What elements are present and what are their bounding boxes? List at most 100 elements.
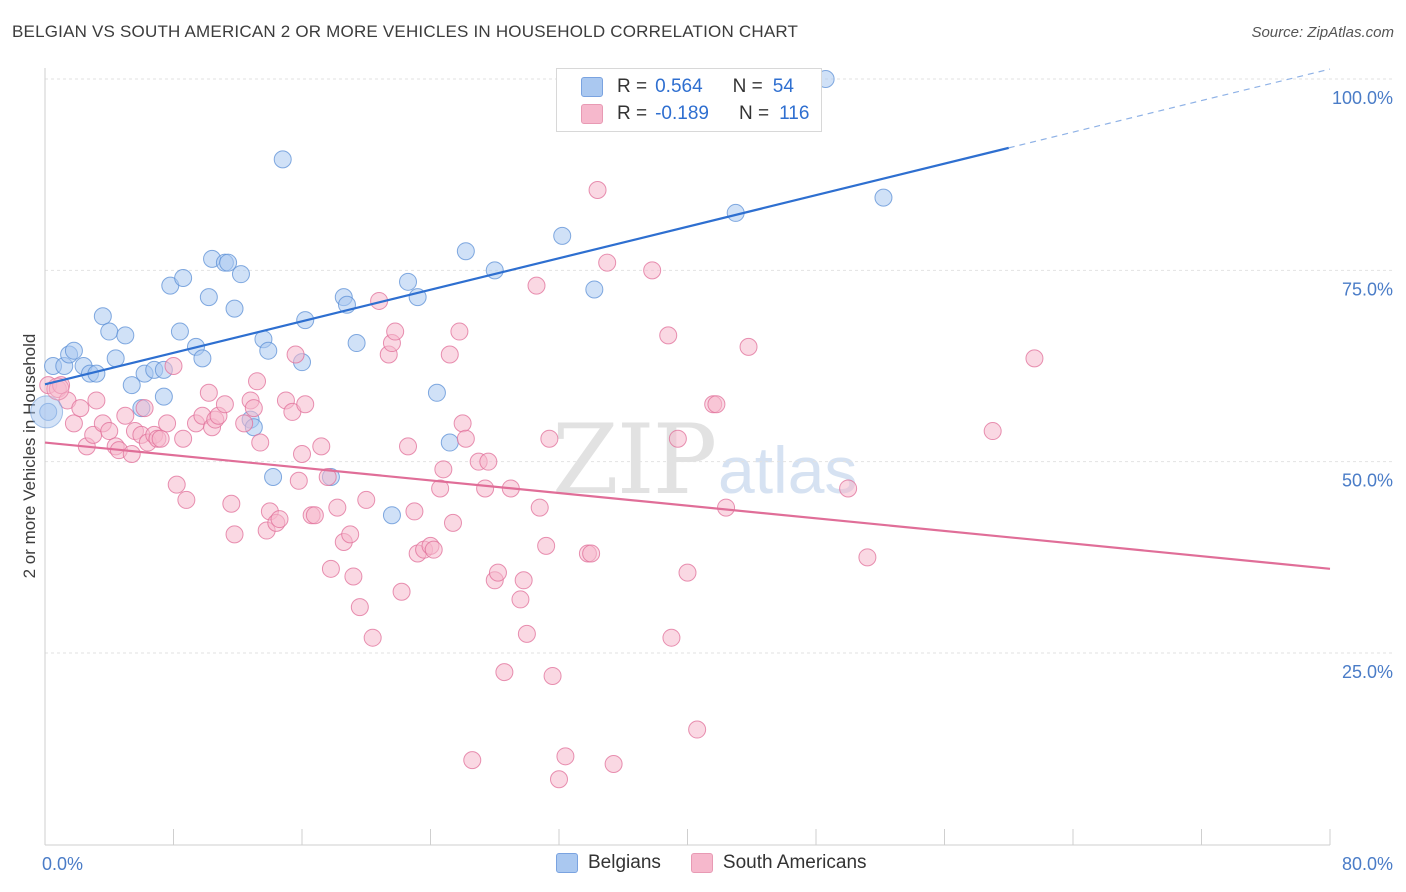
watermark-atlas: atlas <box>718 433 858 507</box>
legend-n-label: N = <box>732 76 763 97</box>
legend-r-label: R = <box>617 103 648 124</box>
belgian-point <box>116 326 135 345</box>
south-american-point <box>527 276 546 295</box>
south-american-point <box>87 391 106 410</box>
south-american-point <box>550 770 568 789</box>
south-american-point <box>431 479 450 498</box>
x-tick-label-max: 80.0% <box>1342 854 1393 874</box>
belgian-point <box>347 334 366 353</box>
south-american-point <box>443 513 462 532</box>
south-american-point <box>174 429 193 448</box>
south-american-point <box>476 479 495 498</box>
south-american-point <box>286 345 305 364</box>
belgian-point <box>585 280 604 299</box>
correlation-legend: R = 0.564 N = 54 R = -0.189 N = 116 <box>556 68 822 132</box>
belgian-point <box>399 272 418 291</box>
south-american-point <box>450 322 469 341</box>
south-american-point <box>479 452 498 471</box>
series-legend: Belgians South Americans <box>556 852 897 874</box>
south-american-point <box>122 445 141 464</box>
south-american-point <box>251 433 270 452</box>
south-american-point <box>643 261 662 280</box>
y-tick-label: 75.0% <box>1342 279 1393 299</box>
south-american-point <box>222 494 241 513</box>
south-american-point <box>424 540 443 559</box>
south-american-point <box>517 624 536 643</box>
south-american-point <box>540 429 559 448</box>
south-american-point <box>434 460 453 479</box>
belgian-point <box>154 387 173 406</box>
south-american-point <box>151 429 170 448</box>
belgian-point <box>93 307 112 326</box>
legend-n-value: 54 <box>772 76 794 97</box>
south-american-point <box>289 471 308 490</box>
south-american-point <box>318 467 337 486</box>
south-american-point <box>158 414 177 433</box>
south-american-point <box>215 395 234 414</box>
south-american-point <box>344 567 363 586</box>
belgian-point <box>106 349 125 368</box>
south-american-point <box>514 571 533 590</box>
legend-n-label: N = <box>738 103 770 124</box>
belgian-point <box>199 288 218 307</box>
south-american-point <box>582 544 601 563</box>
south-american-point <box>453 414 472 433</box>
chart-title: BELGIAN VS SOUTH AMERICAN 2 OR MORE VEHI… <box>12 22 799 41</box>
belgian-point <box>273 150 292 169</box>
south-american-point <box>328 498 347 517</box>
south-american-point <box>199 383 218 402</box>
south-american-point <box>707 395 726 414</box>
belgian-trend-line-extension <box>1008 68 1331 149</box>
south-american-point <box>135 399 154 418</box>
south-american-point <box>71 399 90 418</box>
south-american-point <box>537 536 556 555</box>
legend-label-belgians: Belgians <box>588 852 661 873</box>
belgian-point <box>456 242 475 261</box>
y-tick-label: 50.0% <box>1342 471 1393 491</box>
legend-item-south-americans[interactable]: South Americans <box>690 852 867 874</box>
south-american-point <box>386 322 405 341</box>
legend-r-label: R = <box>617 76 648 97</box>
south-american-point <box>363 628 382 647</box>
south-american-point <box>598 253 617 272</box>
south-american-point <box>244 399 263 418</box>
legend-row-belgians: R = 0.564 N = 54 <box>581 73 794 101</box>
belgian-point <box>427 383 446 402</box>
south-american-point <box>688 720 707 739</box>
belgian-point <box>874 188 893 207</box>
legend-swatch-south-americans <box>690 853 713 873</box>
legend-label-south-americans: South Americans <box>722 852 867 873</box>
legend-r-value: 0.564 <box>655 76 703 97</box>
south-american-point <box>1025 349 1044 368</box>
belgian-point-large <box>30 395 64 429</box>
legend-item-belgians[interactable]: Belgians <box>556 852 661 874</box>
south-american-point <box>305 506 324 525</box>
legend-r-value: -0.189 <box>655 103 709 124</box>
south-american-point <box>659 326 678 345</box>
south-american-point <box>392 582 411 601</box>
x-tick-label-min: 0.0% <box>42 854 83 874</box>
south-american-point <box>511 590 530 609</box>
belgian-point <box>170 322 189 341</box>
south-american-point <box>405 502 424 521</box>
south-american-point <box>543 666 562 685</box>
south-american-point <box>463 751 482 770</box>
south-american-point <box>399 437 418 456</box>
belgian-point <box>382 506 401 525</box>
belgian-point <box>440 433 459 452</box>
south-american-point <box>717 498 736 517</box>
legend-swatch-south-americans <box>581 104 603 124</box>
south-american-point <box>167 475 186 494</box>
south-american-point <box>556 747 575 766</box>
south-american-point <box>357 490 376 509</box>
south-american-point <box>839 479 858 498</box>
belgian-point <box>122 376 141 395</box>
south-american-point <box>350 598 369 617</box>
y-tick-label: 25.0% <box>1342 662 1393 682</box>
south-american-point <box>678 563 697 582</box>
belgian-point <box>219 253 238 272</box>
belgian-trend-line <box>44 146 1010 386</box>
source-label: Source: ZipAtlas.com <box>1251 24 1394 41</box>
belgian-point <box>64 341 83 360</box>
